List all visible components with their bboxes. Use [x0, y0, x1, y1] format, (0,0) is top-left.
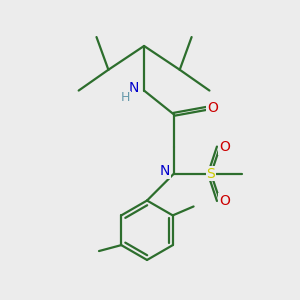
Text: N: N — [128, 81, 139, 94]
Text: O: O — [219, 140, 230, 154]
Text: S: S — [207, 167, 215, 181]
Text: O: O — [219, 194, 230, 208]
Text: O: O — [207, 101, 218, 116]
Text: H: H — [121, 92, 130, 104]
Text: N: N — [160, 164, 170, 178]
